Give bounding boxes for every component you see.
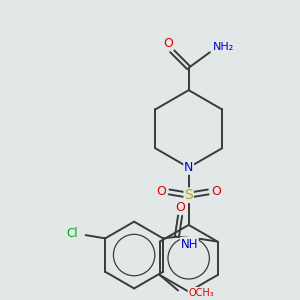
Text: O: O xyxy=(156,185,166,198)
Text: Cl: Cl xyxy=(67,226,78,240)
Text: O: O xyxy=(212,185,221,198)
Text: O: O xyxy=(164,37,173,50)
Text: NH₂: NH₂ xyxy=(213,42,234,52)
Text: N: N xyxy=(184,161,194,174)
Text: OCH₃: OCH₃ xyxy=(188,287,214,298)
Text: NH: NH xyxy=(181,238,198,250)
Text: O: O xyxy=(175,201,185,214)
Text: S: S xyxy=(184,188,193,202)
